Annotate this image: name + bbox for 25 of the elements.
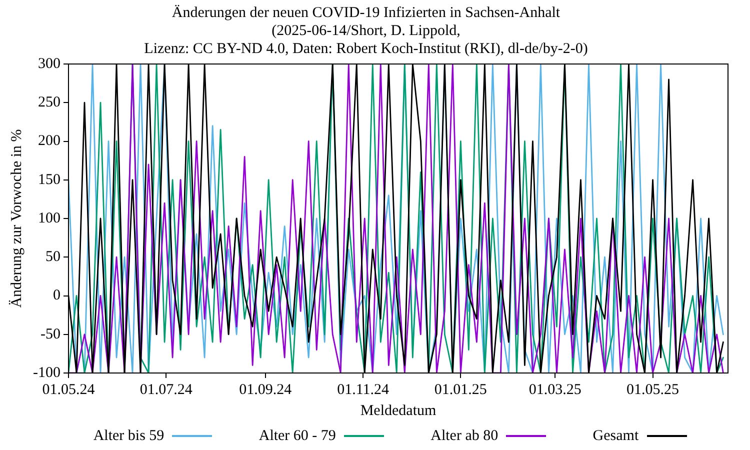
x-tick-label: 01.09.24 bbox=[239, 382, 292, 398]
x-tick-label: 01.05.24 bbox=[42, 382, 96, 398]
x-tick-label: 01.03.25 bbox=[528, 382, 582, 398]
y-tick-label: 300 bbox=[38, 56, 60, 72]
legend-label: Alter ab 80 bbox=[430, 428, 498, 444]
legend-label: Alter 60 - 79 bbox=[258, 428, 336, 444]
y-tick-label: -100 bbox=[32, 364, 60, 381]
y-tick-label: 150 bbox=[38, 172, 60, 188]
y-tick-label: 250 bbox=[38, 94, 60, 111]
legend-label: Alter bis 59 bbox=[93, 428, 164, 444]
y-tick-label: 100 bbox=[38, 210, 60, 226]
x-axis-title: Meldedatum bbox=[360, 402, 436, 419]
legend-label: Gesamt bbox=[592, 428, 639, 444]
x-tick-label: 01.11.24 bbox=[337, 382, 390, 398]
text: Lizenz: CC BY-ND 4.0, Daten: Robert Koch-Institut (RKI), dl-de/by-2-0) bbox=[144, 40, 588, 57]
y-axis-title: Änderung zur Vorwoche in % bbox=[8, 129, 25, 308]
y-tick-label: 0 bbox=[52, 288, 60, 304]
y-tick-label: -50 bbox=[40, 326, 60, 342]
x-tick-label: 01.05.25 bbox=[626, 382, 680, 398]
text: (2025-06-14/Short, D. Lippold, bbox=[272, 22, 460, 39]
x-tick-label: 01.07.24 bbox=[140, 382, 193, 398]
chart-title: Änderungen der neuen COVID-19 Infizierten in Sachsen-Anhalt bbox=[172, 4, 561, 21]
y-tick-label: 200 bbox=[38, 133, 60, 150]
x-tick-label: 01.01.25 bbox=[434, 382, 487, 398]
y-tick-label: 50 bbox=[45, 249, 60, 266]
